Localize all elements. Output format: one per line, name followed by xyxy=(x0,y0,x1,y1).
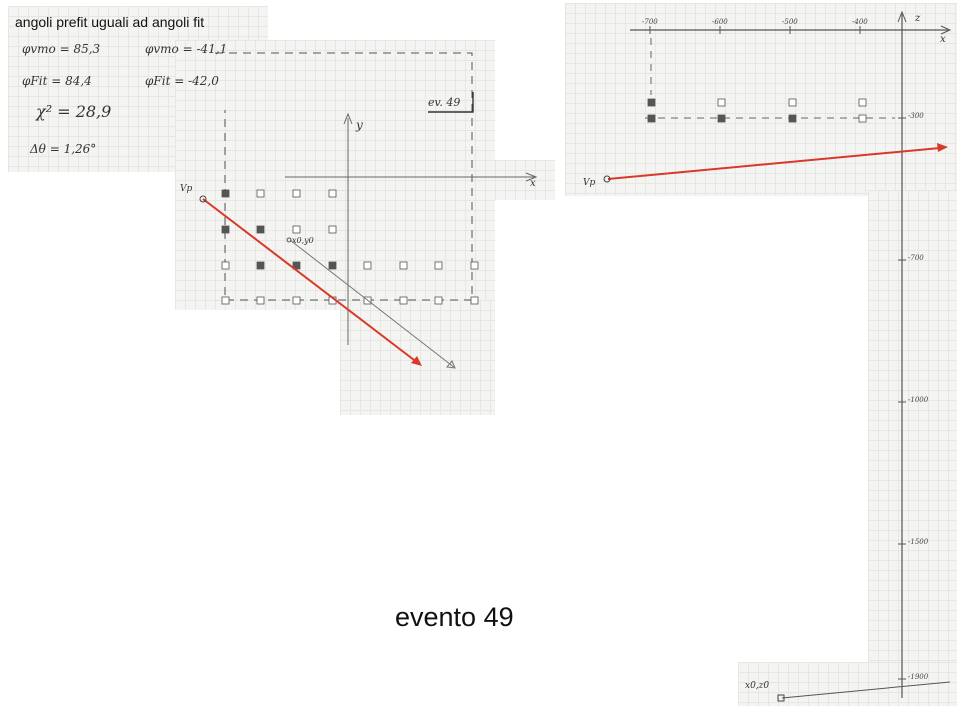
right-tick-top-3: -400 xyxy=(852,18,868,26)
right-view-paper-bottom xyxy=(738,662,957,706)
right-fit-arrowhead xyxy=(937,143,948,152)
phi-vmo-2: φvmo = -41,1 xyxy=(145,42,228,56)
right-cell-empty xyxy=(788,98,797,107)
left-cells xyxy=(221,189,479,305)
right-cell-empty xyxy=(858,114,867,123)
right-vertex-label: Vp xyxy=(583,178,596,188)
right-cell-hit xyxy=(647,114,656,123)
left-x-arrow xyxy=(525,172,538,182)
chi-square: χ² = 28,9 xyxy=(36,102,112,121)
right-cell-hit xyxy=(647,98,656,107)
right-cell-hit xyxy=(717,114,726,123)
left-cell-empty xyxy=(221,296,230,305)
left-fit-arrowhead xyxy=(411,356,422,366)
left-cell-empty xyxy=(328,225,337,234)
event-tag: ev. 49 xyxy=(428,96,461,109)
left-view-paper-ext xyxy=(265,160,555,200)
right-z-arrow xyxy=(897,10,907,23)
left-cell-empty xyxy=(221,261,230,270)
left-cell-hit xyxy=(221,225,230,234)
right-fit-track xyxy=(607,147,941,180)
right-tick-side-3: -1500 xyxy=(908,538,929,546)
left-axis-x-label: x xyxy=(530,178,536,189)
left-cell-empty xyxy=(363,261,372,270)
right-cell-hit xyxy=(788,114,797,123)
right-tick-top-1: -600 xyxy=(712,18,728,26)
left-vertex-label: Vp xyxy=(180,184,193,194)
left-cell-hit xyxy=(221,189,230,198)
left-cell-empty xyxy=(470,296,479,305)
left-cell-hit xyxy=(256,261,265,270)
right-tick-side-2: -1000 xyxy=(908,396,929,404)
right-tick-side-4: -1900 xyxy=(908,673,929,681)
left-cell-empty xyxy=(256,189,265,198)
left-cell-hit xyxy=(328,261,337,270)
phi-fit-1: φFit = 84,4 xyxy=(22,74,92,88)
right-vertex xyxy=(603,175,611,183)
right-view xyxy=(603,10,952,702)
left-fit-track xyxy=(202,198,419,364)
left-cell-empty xyxy=(292,189,301,198)
right-axis-x-label: x xyxy=(940,34,946,45)
left-cell-empty xyxy=(434,296,443,305)
right-tick-side-1: -700 xyxy=(908,254,924,262)
left-cell-hit xyxy=(292,261,301,270)
right-axis-z-label: z xyxy=(915,13,921,24)
left-cell-hit xyxy=(256,225,265,234)
left-cell-empty xyxy=(256,296,265,305)
right-prefit-track xyxy=(781,681,951,699)
right-cells xyxy=(647,98,867,123)
event-label: evento 49 xyxy=(395,602,514,632)
left-start-point xyxy=(286,237,292,243)
left-axis-y-label: y xyxy=(356,118,363,132)
left-cell-empty xyxy=(470,261,479,270)
left-view-paper-lower xyxy=(340,300,495,415)
left-vertex xyxy=(199,195,207,203)
right-view-paper-strip xyxy=(868,190,957,690)
slide-title: angoli prefit uguali ad angoli fit xyxy=(15,14,205,30)
left-view xyxy=(199,52,538,369)
right-tick-top-2: -500 xyxy=(782,18,798,26)
left-cell-empty xyxy=(399,296,408,305)
left-cell-empty xyxy=(292,225,301,234)
left-prefit-track xyxy=(289,239,456,369)
left-cell-empty xyxy=(434,261,443,270)
left-cell-empty xyxy=(328,189,337,198)
right-point-label: x0,z0 xyxy=(745,681,770,691)
right-tick-side-0: -300 xyxy=(908,112,924,120)
right-cell-empty xyxy=(717,98,726,107)
right-cell-empty xyxy=(858,98,867,107)
right-start-point xyxy=(777,694,785,702)
phi-fit-2: φFit = -42,0 xyxy=(145,74,219,88)
delta-theta: Δθ = 1,26° xyxy=(30,142,97,156)
right-x-arrow xyxy=(940,25,952,35)
phi-vmo-1: φvmo = 85,3 xyxy=(22,42,101,56)
left-point-label: x0,y0 xyxy=(292,236,314,245)
event-tag-box xyxy=(428,92,474,113)
left-prefit-arrowhead xyxy=(446,360,456,369)
left-y-arrow xyxy=(343,112,353,125)
left-cell-empty xyxy=(292,296,301,305)
right-tick-top-0: -700 xyxy=(642,18,658,26)
left-cell-empty xyxy=(399,261,408,270)
